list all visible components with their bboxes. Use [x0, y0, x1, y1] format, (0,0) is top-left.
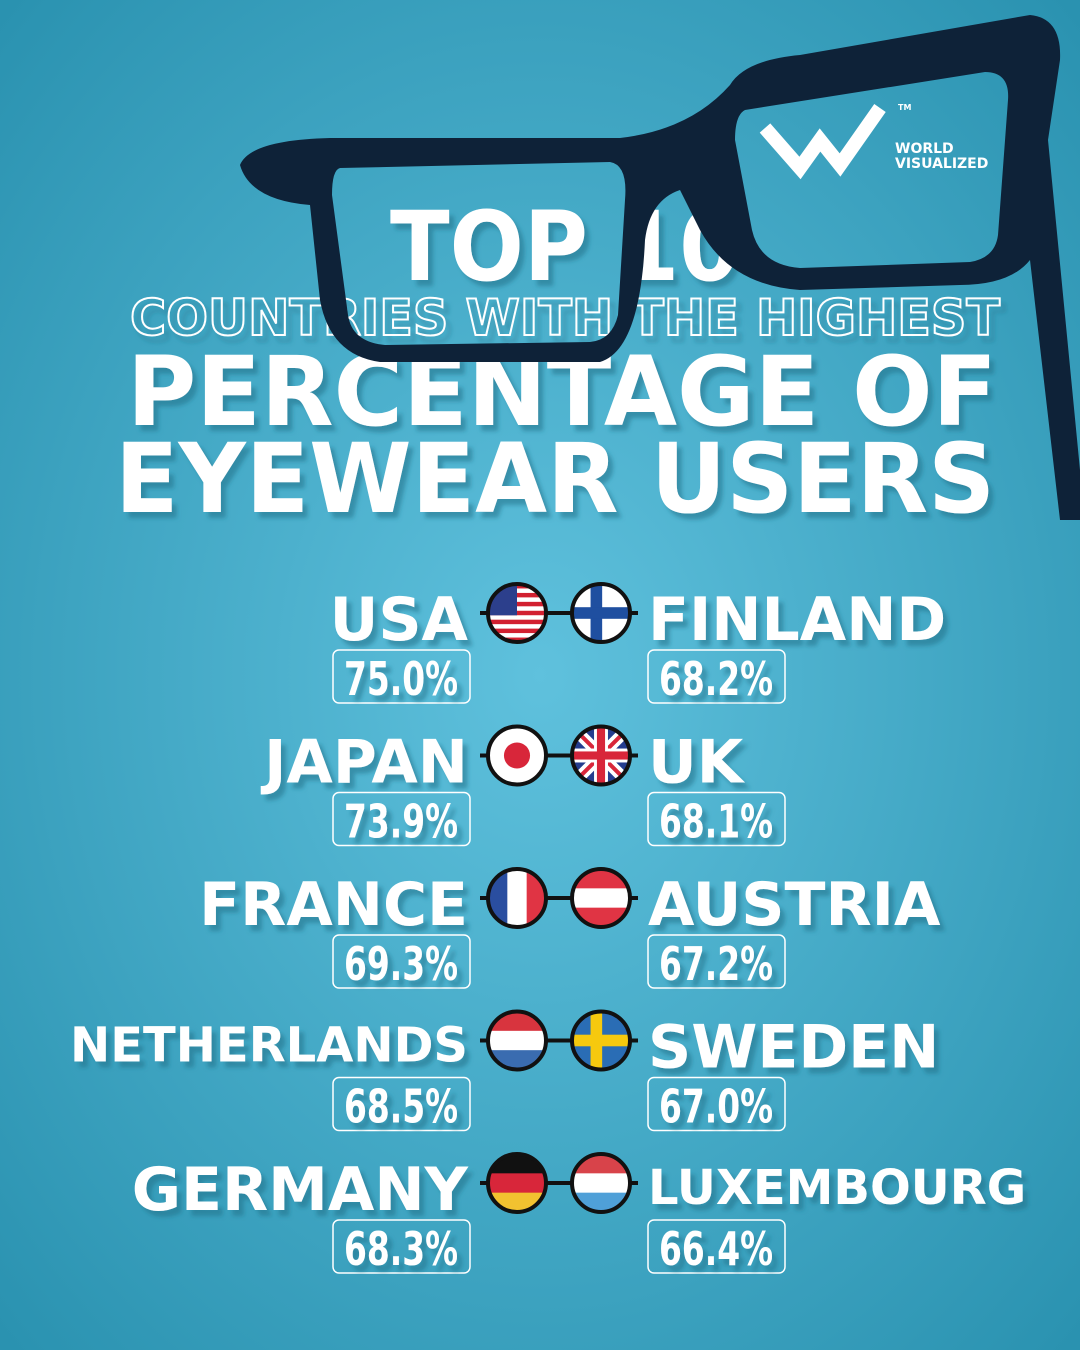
lens-rim [570, 724, 632, 787]
brand-mark: TM [898, 103, 911, 112]
row: FRANCE AUSTRIA 69.3% 67.2% [199, 867, 941, 991]
value-box [332, 934, 471, 989]
value-box [647, 1076, 786, 1132]
row: JAPAN UK 73.9% 68.1% [260, 724, 786, 849]
flag-part [488, 619, 546, 625]
country-name: USA [330, 585, 469, 655]
brand-line: WORLD [895, 141, 954, 157]
country-name: UK [648, 728, 746, 798]
row: USA FINLAND 75.0% 68.2% [330, 582, 946, 706]
flag-part [507, 869, 528, 927]
title-subtitle: COUNTRIES WITH THE HIGHEST [130, 289, 1000, 347]
value-label: 69.3% [344, 937, 458, 991]
big-glasses [240, 15, 1080, 520]
flag-part [572, 888, 630, 909]
value-label: 68.1% [659, 795, 773, 849]
flag-part [488, 615, 546, 621]
row: NETHERLANDS SWEDEN 68.5% 67.0% [70, 1009, 939, 1134]
lens-rim [486, 867, 548, 929]
flag-part [488, 1173, 546, 1194]
country-name: SWEDEN [648, 1013, 939, 1083]
lens-rim [570, 1009, 632, 1072]
title-top: TOP 10 [390, 191, 740, 303]
flag-part [503, 742, 531, 769]
flag-part [572, 751, 630, 760]
value-label: 67.2% [659, 937, 773, 991]
title-line: EYEWEAR USERS [115, 423, 995, 535]
flag-part [488, 1030, 546, 1051]
country-name: FRANCE [199, 870, 468, 940]
flag-part [488, 624, 546, 630]
value-label: 75.0% [344, 652, 458, 706]
lens-rim [486, 1009, 548, 1072]
value-box [332, 1076, 471, 1132]
lens-rim [570, 867, 632, 929]
country-name: AUSTRIA [648, 870, 941, 940]
value-box [647, 649, 786, 704]
row: GERMANY LUXEMBOURG 68.3% 66.4% [132, 1152, 1026, 1276]
value-label: 67.0% [659, 1080, 773, 1134]
flag-part [488, 637, 546, 642]
value-box [332, 791, 471, 847]
logo-mark [759, 103, 886, 180]
lens-rim [486, 582, 548, 644]
value-label: 73.9% [344, 795, 458, 849]
lens-rim [486, 724, 548, 787]
country-name: LUXEMBOURG [648, 1160, 1026, 1216]
lens-rim [570, 582, 632, 644]
value-box [332, 1219, 471, 1274]
value-box [647, 1219, 786, 1274]
country-name: NETHERLANDS [70, 1018, 468, 1074]
country-name: FINLAND [648, 585, 946, 655]
lens-rim [570, 1152, 632, 1214]
value-box [332, 649, 471, 704]
flag-part [488, 628, 546, 634]
value-label: 68.5% [344, 1080, 458, 1134]
flag-part [488, 633, 546, 639]
logo: WORLD VISUALIZED TM [759, 103, 988, 180]
country-name: JAPAN [260, 728, 468, 798]
brand-line: VISUALIZED [895, 156, 988, 172]
flag-part [572, 607, 630, 619]
lens-rim [486, 1152, 548, 1214]
flag-part [572, 1173, 630, 1194]
value-label: 66.4% [659, 1222, 773, 1276]
value-label: 68.3% [344, 1222, 458, 1276]
value-box [647, 934, 786, 989]
country-name: GERMANY [132, 1155, 470, 1225]
value-label: 68.2% [659, 652, 773, 706]
flag-part [572, 1034, 630, 1047]
value-box [647, 791, 786, 847]
